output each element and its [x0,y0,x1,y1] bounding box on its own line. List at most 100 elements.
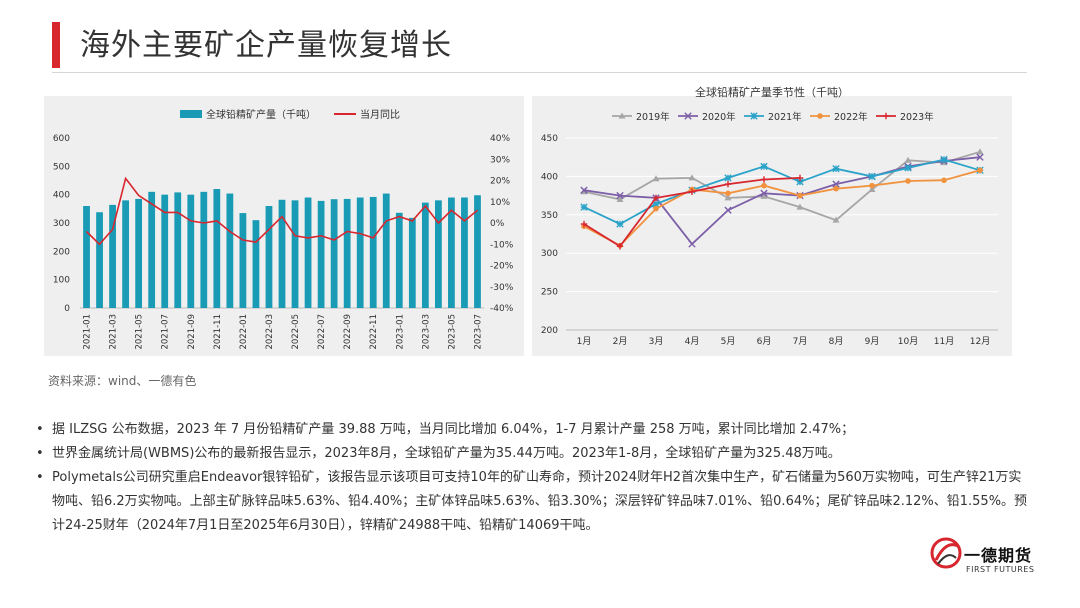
bullet-text: 世界金属统计局(WBMS)公布的最新报告显示，2023年8月，全球铅矿产量为35… [52,446,841,461]
legend-label-bar: 全球铅精矿产量（千吨） [206,108,316,121]
seasonality-line-chart: 全球铅精矿产量季节性（千吨） 200 250 300 350 400 450 1月 2月 3月 4月… [541,85,998,347]
bullet-item: • 据 ILZSG 公布数据，2023 年 7 月份铅精矿产量 39.88 万吨… [34,418,1034,442]
data-point [580,203,588,211]
bar [461,197,468,308]
data-point [724,174,732,182]
data-point [760,162,768,171]
bar [291,200,299,308]
data-point [760,176,768,183]
data-point [652,194,660,202]
bar [135,198,143,308]
bar [226,193,234,308]
bullet-marker: • [36,470,44,485]
x-tick-label: 2022-07 [317,314,327,350]
bullet-list: • 据 ILZSG 公布数据，2023 年 7 月份铅精矿产量 39.88 万吨… [34,418,1034,538]
yoy-line [85,176,479,246]
x-tick-label: 2023-05 [447,314,457,350]
data-point [724,206,732,214]
legend-label-line: 当月同比 [360,108,400,121]
data-point [616,243,624,250]
data-point [977,167,983,174]
bullet-text: Polymetals公司研究重启Endeavor银锌铅矿，该报告显示该项目可支持… [52,470,1028,533]
x-tick-label: 2021-11 [213,314,223,350]
legend-label: 2023年 [900,111,934,123]
series-line [583,156,981,246]
bar [278,199,286,308]
y-left-tick-label: 600 [53,134,70,144]
source-note: 资料来源：wind、一德有色 [48,374,197,388]
x-tick-label: 4月 [685,336,700,347]
x-tick-label: 2022-09 [343,314,353,350]
y-tick-label: 350 [541,211,558,221]
x-tick-label: 9月 [865,336,880,347]
data-point [616,195,624,202]
bar-line-chart: 全球铅精矿产量（千吨） 当月同比 0 100 200 300 400 500 600 40% 30%… [53,108,514,350]
marker-stroke [616,191,624,200]
x-tick-label: 11月 [934,336,954,347]
bar [252,220,260,308]
data-point [904,164,912,172]
page-title: 海外主要矿企产量恢复增长 [80,28,452,63]
y-left-tick-label: 100 [53,276,70,286]
data-point [725,190,731,197]
marker-stroke [688,240,696,248]
data-point [976,148,984,155]
data-point [833,185,839,192]
x-tick-label: 2月 [613,336,628,347]
legend-label: 2021年 [768,111,802,123]
y-right-tick-label: 40% [490,134,510,144]
chart-title: 全球铅精矿产量季节性（千吨） [695,85,849,99]
y-tick-label: 450 [541,134,558,144]
marker-stroke [684,112,692,120]
bullet-text: 据 ILZSG 公布数据，2023 年 7 月份铅精矿产量 39.88 万吨，当… [52,422,855,437]
y-right-tick-label: -40% [490,304,514,314]
x-tick-label: 2022-01 [239,314,249,350]
data-point [882,112,890,120]
data-point [724,180,732,188]
data-point [688,188,696,195]
title-divider [52,72,1027,73]
bar [395,212,403,308]
bullet-item: • Polymetals公司研究重启Endeavor银锌铅矿，该报告显示该项目可… [34,466,1034,538]
bar [122,200,130,308]
bar [369,196,377,308]
legend-label: 2019年 [636,111,670,123]
data-point [684,112,692,120]
x-tick-label: 2022-11 [369,314,379,350]
x-tick-label: 2023-01 [395,314,405,350]
x-tick-label: 2021-09 [187,314,197,350]
bullet-marker: • [36,422,44,437]
x-tick-label: 2022-05 [291,314,301,350]
y-left-tick-label: 200 [53,247,70,257]
logo-name-en: FIRST FUTURES [966,565,1035,574]
data-point [832,165,840,173]
y-right-tick-label: 30% [490,155,510,165]
bar [330,199,338,308]
data-point [905,178,911,184]
bar [148,191,156,308]
bar [474,195,481,308]
bar [448,197,455,308]
x-tick-label: 2021-03 [109,314,119,350]
y-right-tick-label: 20% [490,177,510,187]
x-tick-label: 2023-03 [421,314,431,350]
bar [265,206,273,308]
bar [434,200,442,308]
bar [343,198,351,308]
data-point [796,203,804,210]
bar [408,217,416,308]
data-point [760,189,768,197]
company-logo: 一德期货 FIRST FUTURES [930,534,1040,594]
bar [356,197,364,308]
marker-stroke [724,206,732,214]
data-point [688,174,696,181]
bar [213,189,221,308]
y-tick-label: 400 [541,172,558,182]
data-point [580,186,588,194]
data-point [869,182,875,189]
y-left-tick-label: 300 [53,219,70,229]
data-point [688,240,696,248]
x-tick-label: 3月 [649,336,664,347]
bar [161,194,169,308]
bar [96,212,103,308]
